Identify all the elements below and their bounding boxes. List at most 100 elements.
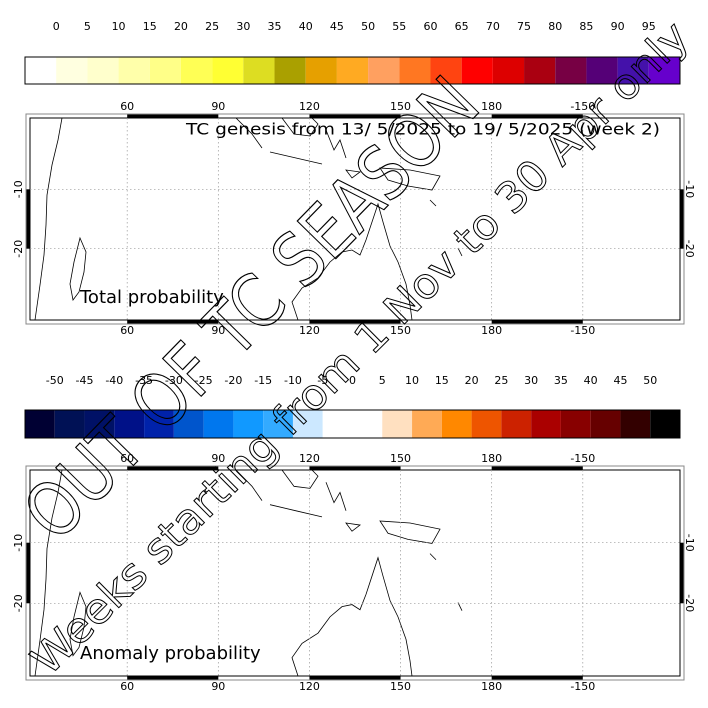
y-tick-label: -20 [12,240,25,258]
colorbar-box [412,410,442,438]
colorbar-box [399,57,431,84]
map-label: Anomaly probability [80,643,261,664]
x-tick-label: -150 [570,100,595,113]
map-frame [25,113,685,325]
x-tick-label: 180 [481,452,502,465]
colorbar-box [149,57,181,84]
colorbar-label: 10 [405,374,419,387]
map-title: TC genesis from 13/ 5/2025 to 19/ 5/2025… [185,120,660,139]
colorbar-label: 30 [524,374,538,387]
x-tick-label: 150 [390,100,411,113]
colorbar-label: 65 [455,20,469,33]
colorbar-label: 0 [53,20,60,33]
x-tick-label: 120 [299,324,320,337]
colorbar-box [430,57,462,84]
colorbar-box [368,57,400,84]
colorbar-box [352,410,383,438]
x-tick-label: 60 [120,100,134,113]
colorbar-label: 60 [423,20,437,33]
colorbar-frame [24,56,681,85]
x-tick-label: 90 [211,452,225,465]
y-tick-label: -10 [683,180,696,198]
x-tick-label: 150 [390,324,411,337]
colorbar-box [590,410,621,438]
colorbar-box [87,57,119,84]
colorbar-frame [24,409,681,439]
x-tick-label: 60 [120,680,134,693]
colorbar-label: -50 [46,374,64,387]
colorbar-label: 20 [465,374,479,387]
y-tick-label: -10 [12,534,25,552]
colorbar-label: -35 [135,374,153,387]
y-tick-label: -10 [12,180,25,198]
x-tick-label: 180 [481,324,502,337]
x-tick-label: 90 [211,324,225,337]
colorbar-box [648,57,680,84]
colorbar-label: 10 [112,20,126,33]
map-label: Total probability [79,287,224,308]
colorbar-box [84,410,115,438]
colorbar-box [25,57,57,84]
colorbar-label: -10 [284,374,302,387]
y-tick-label: -20 [683,594,696,612]
colorbar-box [180,57,213,84]
x-tick-label: 180 [481,100,502,113]
colorbar-box [203,410,234,438]
colorbar-box [144,410,174,438]
colorbar-label: 45 [613,374,627,387]
x-tick-label: 90 [211,100,225,113]
x-tick-label: 150 [390,680,411,693]
y-tick-label: -10 [683,534,696,552]
x-tick-label: 90 [211,680,225,693]
y-tick-label: -20 [683,240,696,258]
x-tick-label: 120 [299,452,320,465]
colorbar-box [471,410,502,438]
colorbar-box [233,410,264,438]
colorbar-label: 15 [143,20,157,33]
colorbar-label: 25 [494,374,508,387]
map-frame [29,469,681,677]
colorbar-box [25,410,55,438]
colorbar-box [56,57,88,84]
colorbar-label: 40 [584,374,598,387]
plot-layer: 0 5 10 15 20 25 30 35 40 45 50 55 60 65 70 75 80 85 90 9560… [12,20,696,693]
x-tick-label: 60 [120,324,134,337]
colorbar-box [322,410,353,438]
colorbar-label: 25 [205,20,219,33]
colorbar-box [382,410,413,438]
colorbar-box [461,57,493,84]
colorbar-label: -45 [76,374,94,387]
colorbar-label: 5 [379,374,386,387]
colorbar-box [292,410,323,438]
colorbar-label: 70 [486,20,500,33]
colorbar-label: 50 [643,374,657,387]
colorbar-label: 90 [611,20,625,33]
x-tick-label: 120 [299,100,320,113]
colorbar-label: 80 [548,20,562,33]
colorbar-label: 45 [330,20,344,33]
y-tick-label: -20 [12,594,25,612]
colorbar-box [274,57,306,84]
colorbar-label: -5 [317,374,328,387]
colorbar-box [114,410,145,438]
colorbar-label: -25 [195,374,213,387]
colorbar-box [524,57,556,84]
x-tick-label: -150 [570,324,595,337]
x-tick-label: 120 [299,680,320,693]
colorbar-label: 50 [361,20,375,33]
colorbar-box [243,57,275,84]
colorbar-label: 5 [84,20,91,33]
colorbar-box [531,410,561,438]
colorbar-box [305,57,337,84]
x-tick-label: 60 [120,452,134,465]
colorbar-label: 20 [174,20,188,33]
colorbar-label: 0 [349,374,356,387]
colorbar-label: -20 [224,374,242,387]
colorbar-label: 40 [299,20,313,33]
colorbar-label: 55 [392,20,406,33]
colorbar-label: 15 [435,374,449,387]
colorbar-label: -15 [254,374,272,387]
colorbar-box [560,410,591,438]
colorbar-box [650,410,680,438]
colorbar-box [492,57,525,84]
